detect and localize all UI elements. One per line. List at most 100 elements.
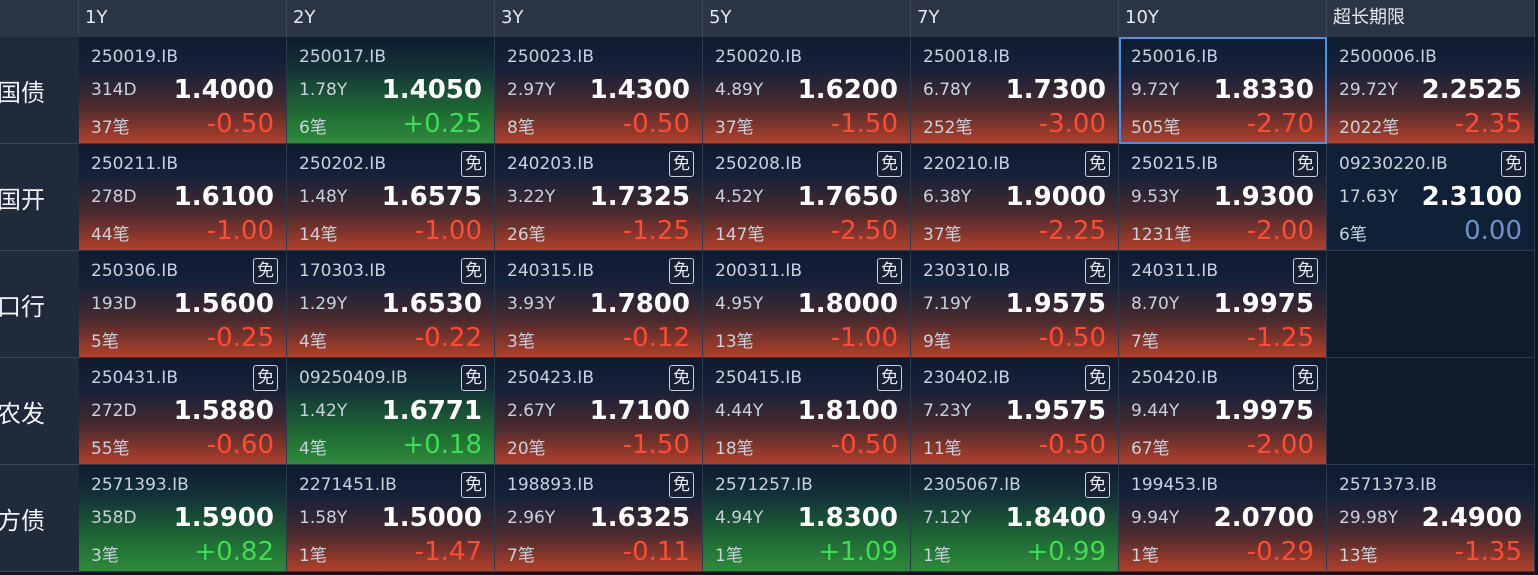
quote-cell[interactable]: 240315.IB 免 3.93Y 1.7800 3笔 -0.12 — [495, 251, 703, 358]
term: 4.95Y — [715, 294, 764, 314]
yield: 1.5880 — [173, 396, 274, 426]
quote-cell[interactable]: 250020.IB 4.89Y 1.6200 37笔 -1.50 — [703, 37, 911, 144]
change: -0.29 — [1246, 537, 1314, 567]
quote-cell[interactable]: 2571373.IB 29.98Y 2.4900 13笔 -1.35 — [1327, 465, 1535, 572]
quote-cell[interactable]: 230310.IB 免 7.19Y 1.9575 9笔 -0.50 — [911, 251, 1119, 358]
quote-cell[interactable]: 250211.IB 278D 1.6100 44笔 -1.00 — [79, 144, 287, 251]
quote-cell[interactable]: 250415.IB 免 4.44Y 1.8100 18笔 -0.50 — [703, 358, 911, 465]
quote-cell[interactable]: 2271451.IB 免 1.58Y 1.5000 1笔 -1.47 — [287, 465, 495, 572]
yield: 1.6325 — [589, 503, 690, 533]
quote-cell[interactable]: 250208.IB 免 4.52Y 1.7650 147笔 -2.50 — [703, 144, 911, 251]
term: 272D — [91, 401, 137, 421]
yield: 1.9575 — [1005, 396, 1106, 426]
bond-code: 250018.IB — [923, 47, 1010, 67]
quote-cell[interactable]: 09250409.IB 免 1.42Y 1.6771 4笔 +0.18 — [287, 358, 495, 465]
bond-code: 200311.IB — [715, 261, 802, 281]
tax-free-badge: 免 — [669, 258, 694, 284]
term: 2.97Y — [507, 80, 556, 100]
empty-cell — [1327, 251, 1535, 358]
term: 3.93Y — [507, 294, 556, 314]
quote-cell[interactable]: 250423.IB 免 2.67Y 1.7100 20笔 -1.50 — [495, 358, 703, 465]
term: 4.44Y — [715, 401, 764, 421]
trade-count: 44笔 — [91, 225, 130, 245]
trade-count: 4笔 — [299, 439, 327, 459]
change: -1.00 — [206, 216, 274, 246]
change: -3.00 — [1038, 109, 1106, 139]
quote-cell[interactable]: 240203.IB 免 3.22Y 1.7325 26笔 -1.25 — [495, 144, 703, 251]
trade-count: 18笔 — [715, 439, 754, 459]
bond-code: 250017.IB — [299, 47, 386, 67]
quote-cell[interactable]: 09230220.IB 免 17.63Y 2.3100 6笔 0.00 — [1327, 144, 1535, 251]
term: 1.29Y — [299, 294, 348, 314]
yield: 1.6200 — [797, 75, 898, 105]
quote-cell[interactable]: 2305067.IB 免 7.12Y 1.8400 1笔 +0.99 — [911, 465, 1119, 572]
bond-code: 170303.IB — [299, 261, 386, 281]
row-label-cell: 国开 — [0, 144, 79, 251]
trade-count: 7笔 — [1131, 332, 1159, 352]
quote-cell[interactable]: 240311.IB 免 8.70Y 1.9975 7笔 -1.25 — [1119, 251, 1327, 358]
yield: 1.8300 — [797, 503, 898, 533]
change: -0.11 — [622, 537, 690, 567]
quote-cell[interactable]: 250018.IB 6.78Y 1.7300 252笔 -3.00 — [911, 37, 1119, 144]
tax-free-badge: 免 — [1293, 258, 1318, 284]
change: -1.50 — [830, 109, 898, 139]
quote-cell[interactable]: 250016.IB 9.72Y 1.8330 505笔 -2.70 — [1119, 37, 1327, 144]
change: +0.99 — [1026, 537, 1106, 567]
change: -0.25 — [206, 323, 274, 353]
quote-cell[interactable]: 250306.IB 免 193D 1.5600 5笔 -0.25 — [79, 251, 287, 358]
tax-free-badge: 免 — [461, 472, 486, 498]
term: 29.72Y — [1339, 80, 1399, 100]
tax-free-badge: 免 — [877, 258, 902, 284]
trade-count: 37笔 — [715, 118, 754, 138]
quote-cell[interactable]: 250420.IB 免 9.44Y 1.9975 67笔 -2.00 — [1119, 358, 1327, 465]
bond-code: 198893.IB — [507, 475, 594, 495]
change: -2.00 — [1246, 216, 1314, 246]
trade-count: 1笔 — [715, 546, 743, 566]
quote-cell[interactable]: 2500006.IB 29.72Y 2.2525 2022笔 -2.35 — [1327, 37, 1535, 144]
term: 7.19Y — [923, 294, 972, 314]
trade-count: 1笔 — [299, 546, 327, 566]
quote-cell[interactable]: 250202.IB 免 1.48Y 1.6575 14笔 -1.00 — [287, 144, 495, 251]
yield: 1.6771 — [381, 396, 482, 426]
quote-cell[interactable]: 250019.IB 314D 1.4000 37笔 -0.50 — [79, 37, 287, 144]
column-header: 2Y — [287, 0, 495, 37]
change: -2.00 — [1246, 430, 1314, 460]
quote-cell[interactable]: 250215.IB 免 9.53Y 1.9300 1231笔 -2.00 — [1119, 144, 1327, 251]
term: 9.53Y — [1131, 187, 1180, 207]
change: -2.50 — [830, 216, 898, 246]
change: -1.25 — [622, 216, 690, 246]
quote-cell[interactable]: 200311.IB 免 4.95Y 1.8000 13笔 -1.00 — [703, 251, 911, 358]
row-label-cell: 方债 — [0, 465, 79, 572]
yield: 1.4050 — [381, 75, 482, 105]
quote-cell[interactable]: 170303.IB 免 1.29Y 1.6530 4笔 -0.22 — [287, 251, 495, 358]
term: 4.52Y — [715, 187, 764, 207]
bond-code: 2571257.IB — [715, 475, 813, 495]
column-header: 3Y — [495, 0, 703, 37]
yield: 1.8330 — [1213, 75, 1314, 105]
term: 29.98Y — [1339, 508, 1399, 528]
quote-cell[interactable]: 2571257.IB 4.94Y 1.8300 1笔 +1.09 — [703, 465, 911, 572]
trade-count: 8笔 — [507, 118, 535, 138]
bond-code: 250420.IB — [1131, 368, 1218, 388]
term: 7.12Y — [923, 508, 972, 528]
yield: 1.9300 — [1213, 182, 1314, 212]
yield: 1.4300 — [589, 75, 690, 105]
trade-count: 5笔 — [91, 332, 119, 352]
quote-cell[interactable]: 198893.IB 免 2.96Y 1.6325 7笔 -0.11 — [495, 465, 703, 572]
change: -0.50 — [622, 109, 690, 139]
trade-count: 6笔 — [299, 118, 327, 138]
term: 8.70Y — [1131, 294, 1180, 314]
term: 6.78Y — [923, 80, 972, 100]
trade-count: 37笔 — [923, 225, 962, 245]
quote-cell[interactable]: 250023.IB 2.97Y 1.4300 8笔 -0.50 — [495, 37, 703, 144]
row-label-cell: 口行 — [0, 251, 79, 358]
column-header: 10Y — [1119, 0, 1327, 37]
yield: 2.4900 — [1421, 503, 1522, 533]
quote-cell[interactable]: 220210.IB 免 6.38Y 1.9000 37笔 -2.25 — [911, 144, 1119, 251]
trade-count: 3笔 — [91, 546, 119, 566]
quote-cell[interactable]: 250017.IB 1.78Y 1.4050 6笔 +0.25 — [287, 37, 495, 144]
quote-cell[interactable]: 230402.IB 免 7.23Y 1.9575 11笔 -0.50 — [911, 358, 1119, 465]
quote-cell[interactable]: 2571393.IB 358D 1.5900 3笔 +0.82 — [79, 465, 287, 572]
quote-cell[interactable]: 199453.IB 9.94Y 2.0700 1笔 -0.29 — [1119, 465, 1327, 572]
quote-cell[interactable]: 250431.IB 免 272D 1.5880 55笔 -0.60 — [79, 358, 287, 465]
